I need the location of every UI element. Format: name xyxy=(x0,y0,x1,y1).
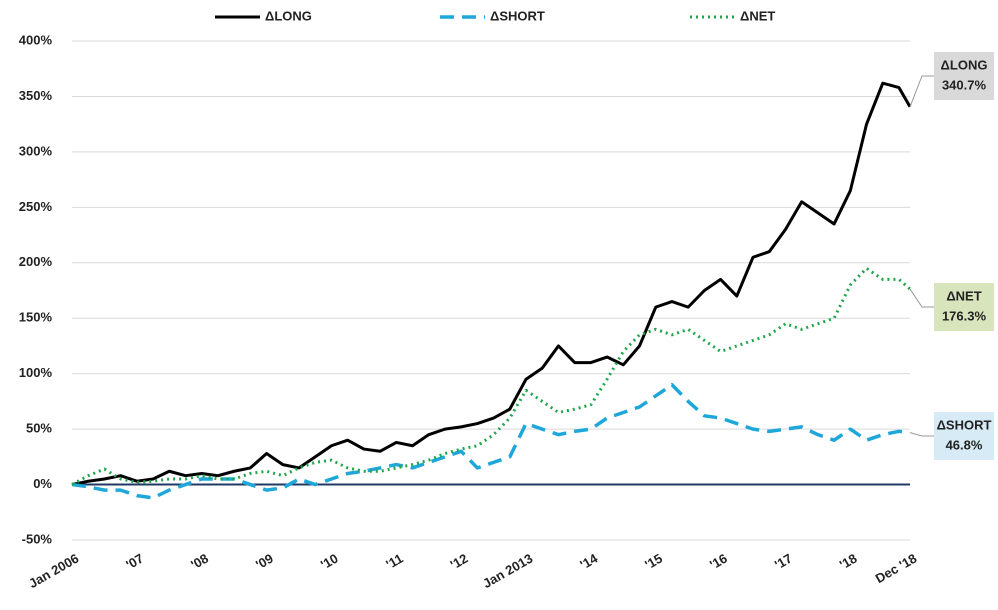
y-tick-label: 200% xyxy=(19,254,53,269)
callout-name: ΔNET xyxy=(946,288,981,303)
callout-name: ΔLONG xyxy=(941,57,988,72)
y-tick-label: 250% xyxy=(19,199,53,214)
callout-line xyxy=(909,288,934,308)
x-tick-label: '14 xyxy=(577,550,600,572)
x-tick-label: '16 xyxy=(707,551,730,573)
callout-value: 46.8% xyxy=(946,437,983,452)
y-tick-label: 0% xyxy=(33,476,52,491)
y-tick-label: 300% xyxy=(19,143,53,158)
x-tick-label: '18 xyxy=(837,551,860,573)
x-tick-label: Jan 2006 xyxy=(26,551,81,591)
legend-label: ΔNET xyxy=(740,8,775,23)
x-tick-label: '15 xyxy=(642,551,665,573)
y-tick-label: -50% xyxy=(22,531,53,546)
x-tick-label: '10 xyxy=(318,551,341,573)
callout-value: 340.7% xyxy=(942,77,987,92)
callout-line xyxy=(909,432,934,437)
series-line xyxy=(71,81,912,487)
x-tick-label: Dec '18 xyxy=(873,551,919,586)
x-tick-label: '11 xyxy=(383,551,405,572)
y-tick-label: 400% xyxy=(19,32,53,47)
callout-value: 176.3% xyxy=(942,308,987,323)
callout-box xyxy=(934,283,994,331)
y-tick-label: 100% xyxy=(19,365,53,380)
x-tick-label: '17 xyxy=(772,551,795,573)
x-tick-label: '07 xyxy=(123,551,146,573)
callout-line xyxy=(909,75,934,107)
callout-box xyxy=(934,412,994,460)
callout-name: ΔSHORT xyxy=(937,417,992,432)
x-tick-label: Jan 2013 xyxy=(480,551,535,591)
legend-label: ΔSHORT xyxy=(490,8,545,23)
callout-box xyxy=(934,52,994,100)
legend-label: ΔLONG xyxy=(265,8,312,23)
x-tick-label: '08 xyxy=(188,551,211,573)
x-tick-label: '09 xyxy=(253,551,276,573)
series-line xyxy=(71,266,911,486)
series-line xyxy=(71,383,911,500)
y-tick-label: 350% xyxy=(19,88,53,103)
y-tick-label: 150% xyxy=(19,310,53,325)
x-tick-label: '12 xyxy=(448,551,471,573)
y-tick-label: 50% xyxy=(26,421,52,436)
